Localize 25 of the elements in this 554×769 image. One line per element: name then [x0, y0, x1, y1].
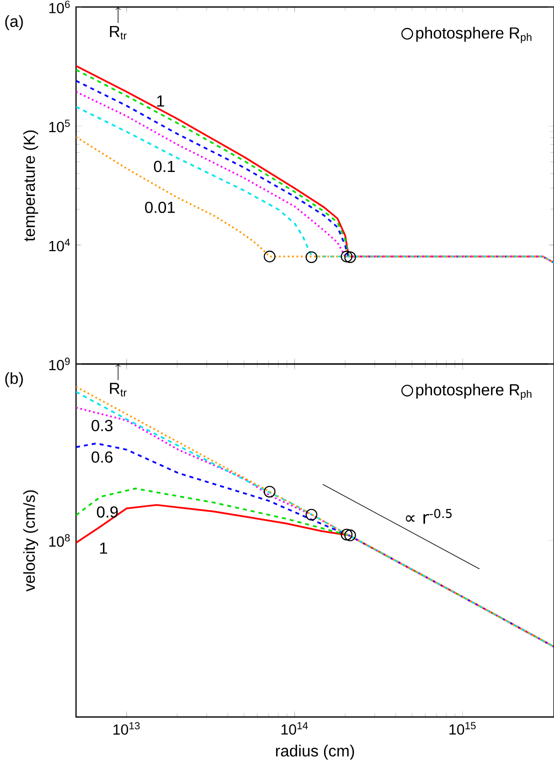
series-label: 0.6: [92, 451, 112, 463]
series-label: 0.3: [92, 420, 112, 432]
legend-label: photosphere R$_{ph}$: [416, 26, 532, 44]
text: (a): [5, 15, 23, 30]
series-label: 1: [100, 542, 108, 554]
y-tick-label: 10$^{6}$: [49, 0, 70, 14]
text: (b): [5, 372, 23, 388]
series-label: 1: [157, 96, 164, 107]
x-tick-label: 10$^{14}$: [282, 722, 308, 735]
x-tick-label: 10$^{15}$: [450, 722, 476, 735]
y-axis-title: temperature (K): [23, 130, 38, 242]
y-tick-label: 10$^{5}$: [49, 120, 70, 132]
y-tick-label: 10$^{8}$: [49, 534, 70, 547]
x-tick-label: 10$^{13}$: [114, 722, 140, 735]
y-axis-title: velocity (cm/s): [23, 490, 38, 592]
annotation: R$_{tr}$: [110, 26, 127, 40]
series-label: 0.9: [96, 506, 118, 518]
y-tick-label: 10$^{4}$: [49, 238, 70, 252]
annotation: R$_{tr}$: [110, 382, 127, 396]
series-label: ∝ r$^{-0.5}$: [406, 508, 452, 524]
y-tick-label: 10$^{9}$: [49, 358, 70, 370]
series-label: 0.01: [145, 202, 175, 214]
legend-label: photosphere R$_{ph}$: [416, 384, 532, 400]
series-label: 0.1: [154, 160, 175, 172]
x-axis-title: radius (cm): [276, 744, 354, 760]
